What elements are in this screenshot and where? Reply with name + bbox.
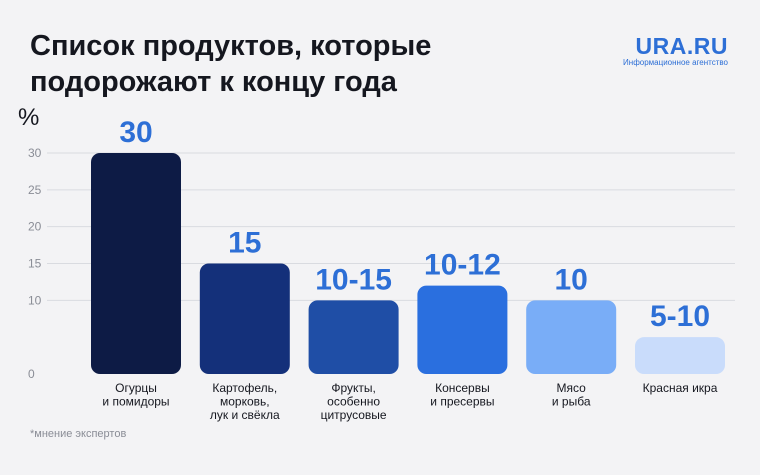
- category-label-line: и рыба: [552, 395, 591, 409]
- y-tick-label-25: 25: [28, 183, 42, 197]
- chart-title-line-2: подорожают к концу года: [30, 66, 397, 98]
- category-label-line: Красная икра: [643, 381, 718, 395]
- category-label-line: Фрукты,: [331, 381, 376, 395]
- category-label-5: Мясо и рыба: [552, 381, 591, 409]
- bar-value-label-1: 30: [119, 116, 152, 149]
- category-label-line: особенно: [327, 395, 380, 409]
- bar-value-label-5: 10: [555, 263, 588, 296]
- y-tick-label-10: 10: [28, 293, 42, 307]
- chart-title-line-1: Список продуктов, которые: [30, 30, 432, 62]
- category-label-line: лук и свёкла: [210, 408, 280, 422]
- logo-name: URA.RU: [635, 33, 728, 59]
- bar-1: [91, 153, 181, 374]
- bar-value-label-2: 15: [228, 227, 261, 260]
- logo-tagline: Информационное агентство: [623, 58, 728, 67]
- category-label-6: Красная икра: [643, 381, 718, 395]
- y-tick-label-0: 0: [28, 367, 35, 381]
- bar-5: [526, 300, 617, 374]
- bar-value-label-4: 10-12: [424, 249, 501, 282]
- category-label-line: и помидоры: [102, 395, 169, 409]
- y-tick-label-15: 15: [28, 257, 42, 271]
- bar-value-label-3: 10-15: [315, 263, 392, 296]
- chart-title: Список продуктов, которые подорожают к к…: [30, 28, 431, 100]
- category-label-3: Фрукты, особенно цитрусовые: [321, 381, 387, 422]
- bar-6: [635, 337, 725, 374]
- category-label-line: Огурцы: [115, 381, 157, 395]
- category-label-line: Мясо: [557, 381, 587, 395]
- category-label-1: Огурцы и помидоры: [102, 381, 169, 409]
- bar-4: [417, 285, 508, 374]
- y-tick-label-20: 20: [28, 220, 42, 234]
- category-label-line: морковь,: [220, 395, 270, 409]
- bar-3: [308, 300, 399, 374]
- category-label-line: и пресервы: [430, 395, 494, 409]
- bar-2: [199, 263, 290, 374]
- y-tick-label-30: 30: [28, 146, 42, 160]
- category-label-line: цитрусовые: [321, 408, 387, 422]
- category-label-2: Картофель, морковь, лук и свёкла: [210, 381, 280, 422]
- y-axis-label: %: [18, 104, 39, 131]
- bar-value-label-6: 5-10: [650, 300, 710, 333]
- ura-logo: URA.RU Информационное агентство: [623, 34, 728, 68]
- category-label-4: Консервы и пресервы: [430, 381, 494, 409]
- category-label-line: Консервы: [435, 381, 490, 395]
- footnote: *мнение экспертов: [30, 428, 127, 440]
- category-label-line: Картофель,: [212, 381, 277, 395]
